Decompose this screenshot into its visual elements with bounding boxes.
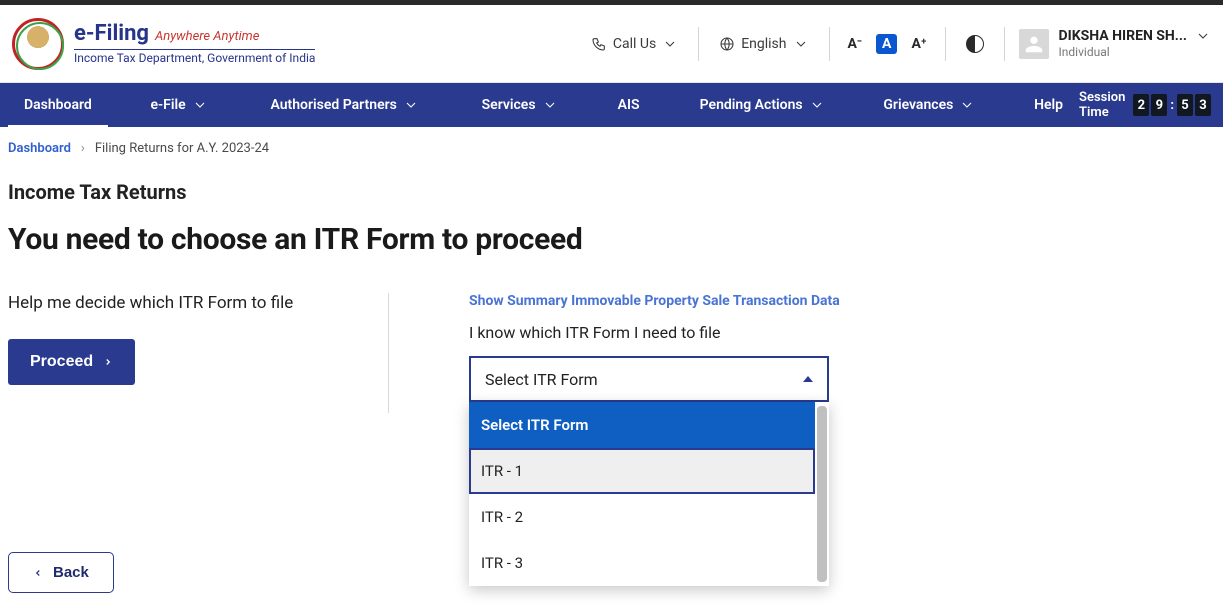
font-default-button[interactable]: A xyxy=(876,34,897,54)
dropdown-option-itr2[interactable]: ITR - 2 xyxy=(469,494,815,540)
chevron-down-icon xyxy=(542,97,558,113)
nav-ais[interactable]: AIS xyxy=(602,83,656,127)
brand-text: e-Filing Anywhere Anytime Income Tax Dep… xyxy=(74,22,315,64)
avatar-icon xyxy=(1019,29,1049,59)
call-us-label: Call Us xyxy=(613,36,656,52)
phone-icon xyxy=(591,36,607,52)
nav-grievances[interactable]: Grievances xyxy=(867,83,991,127)
proceed-label: Proceed xyxy=(30,353,93,371)
select-placeholder: Select ITR Form xyxy=(485,370,598,389)
chevron-right-icon xyxy=(103,355,113,369)
column-divider xyxy=(388,293,389,413)
font-decrease-button[interactable]: A⁻ xyxy=(844,34,867,54)
user-role-label: Individual xyxy=(1059,45,1211,59)
timer-colon: : xyxy=(1169,98,1175,113)
user-menu[interactable]: DIKSHA HIREN SH... Individual xyxy=(1019,28,1211,59)
back-button[interactable]: Back xyxy=(8,552,114,593)
nav-services[interactable]: Services xyxy=(466,83,574,127)
chevron-down-icon xyxy=(192,97,208,113)
brand-name: e-Filing xyxy=(74,22,149,46)
nav-efile[interactable]: e-File xyxy=(135,83,224,127)
font-increase-button[interactable]: A⁺ xyxy=(907,34,930,54)
caret-up-icon xyxy=(803,376,813,382)
divider xyxy=(698,27,699,61)
contrast-icon xyxy=(966,35,984,53)
font-size-controls: A⁻ A A⁺ xyxy=(844,34,931,54)
divider xyxy=(945,27,946,61)
crumb-current: Filing Returns for A.Y. 2023-24 xyxy=(95,141,269,156)
chevron-down-icon xyxy=(959,97,975,113)
user-name-label: DIKSHA HIREN SH... xyxy=(1059,28,1187,45)
nav-label: Pending Actions xyxy=(700,97,803,113)
govt-emblem-icon xyxy=(12,18,64,70)
chevron-down-icon xyxy=(809,97,825,113)
back-label: Back xyxy=(53,564,89,581)
chevron-right-icon: › xyxy=(81,141,85,156)
brand-subtitle: Income Tax Department, Government of Ind… xyxy=(74,49,315,65)
dropdown-scrollbar[interactable] xyxy=(817,406,827,582)
divider xyxy=(829,27,830,61)
chevron-down-icon xyxy=(793,36,809,52)
globe-icon xyxy=(719,36,735,52)
dropdown-header: Select ITR Form xyxy=(469,402,815,448)
brand-area[interactable]: e-Filing Anywhere Anytime Income Tax Dep… xyxy=(12,18,315,70)
nav-label: Grievances xyxy=(883,97,953,113)
proceed-button[interactable]: Proceed xyxy=(8,339,135,385)
nav-authorised-partners[interactable]: Authorised Partners xyxy=(254,83,434,127)
language-label: English xyxy=(741,36,786,52)
main-nav: Dashboard e-File Authorised Partners Ser… xyxy=(0,83,1223,127)
timer-digit: 3 xyxy=(1195,94,1211,116)
nav-label: e-File xyxy=(151,97,186,113)
chevron-down-icon xyxy=(662,36,678,52)
main-content: Income Tax Returns You need to choose an… xyxy=(0,162,1223,413)
nav-label: AIS xyxy=(618,97,640,113)
nav-label: Services xyxy=(482,97,536,113)
chevron-down-icon xyxy=(403,97,419,113)
chevron-left-icon xyxy=(33,566,43,580)
help-decide-text: Help me decide which ITR Form to file xyxy=(8,293,368,313)
nav-label: Dashboard xyxy=(24,97,92,113)
timer-digit: 5 xyxy=(1177,94,1193,116)
nav-pending-actions[interactable]: Pending Actions xyxy=(684,83,841,127)
header-controls: Call Us English A⁻ A A⁺ DIKSHA HIREN SH xyxy=(585,27,1211,61)
divider xyxy=(1004,27,1005,61)
know-which-text: I know which ITR Form I need to file xyxy=(469,323,1215,342)
call-us-dropdown[interactable]: Call Us xyxy=(585,32,684,56)
select-box[interactable]: Select ITR Form xyxy=(469,356,829,402)
chevron-down-icon xyxy=(1195,28,1211,44)
select-dropdown: Select ITR Form ITR - 1 ITR - 2 ITR - 3 xyxy=(469,402,829,586)
brand-tagline: Anywhere Anytime xyxy=(155,30,259,44)
nav-label: Help xyxy=(1034,97,1063,113)
itr-form-select[interactable]: Select ITR Form Select ITR Form ITR - 1 … xyxy=(469,356,829,402)
nav-dashboard[interactable]: Dashboard xyxy=(8,83,108,127)
page-title: You need to choose an ITR Form to procee… xyxy=(8,222,1215,257)
contrast-toggle[interactable] xyxy=(960,31,990,57)
site-header: e-Filing Anywhere Anytime Income Tax Dep… xyxy=(0,5,1223,83)
crumb-dashboard-link[interactable]: Dashboard xyxy=(8,141,71,156)
language-dropdown[interactable]: English xyxy=(713,32,814,56)
help-decide-panel: Help me decide which ITR Form to file Pr… xyxy=(8,293,388,413)
nav-label: Authorised Partners xyxy=(270,97,396,113)
select-form-panel: Show Summary Immovable Property Sale Tra… xyxy=(421,293,1215,413)
timer-digit: 2 xyxy=(1133,94,1149,116)
session-label: Session Time xyxy=(1079,90,1125,120)
timer-digit: 9 xyxy=(1151,94,1167,116)
section-title: Income Tax Returns xyxy=(8,180,1215,204)
dropdown-option-itr1[interactable]: ITR - 1 xyxy=(469,448,815,494)
session-timer: Session Time 2 9 : 5 3 xyxy=(1079,83,1215,127)
breadcrumb: Dashboard › Filing Returns for A.Y. 2023… xyxy=(0,127,1223,162)
show-summary-link[interactable]: Show Summary Immovable Property Sale Tra… xyxy=(469,293,1215,309)
nav-help[interactable]: Help xyxy=(1018,83,1079,127)
dropdown-option-itr3[interactable]: ITR - 3 xyxy=(469,540,815,586)
